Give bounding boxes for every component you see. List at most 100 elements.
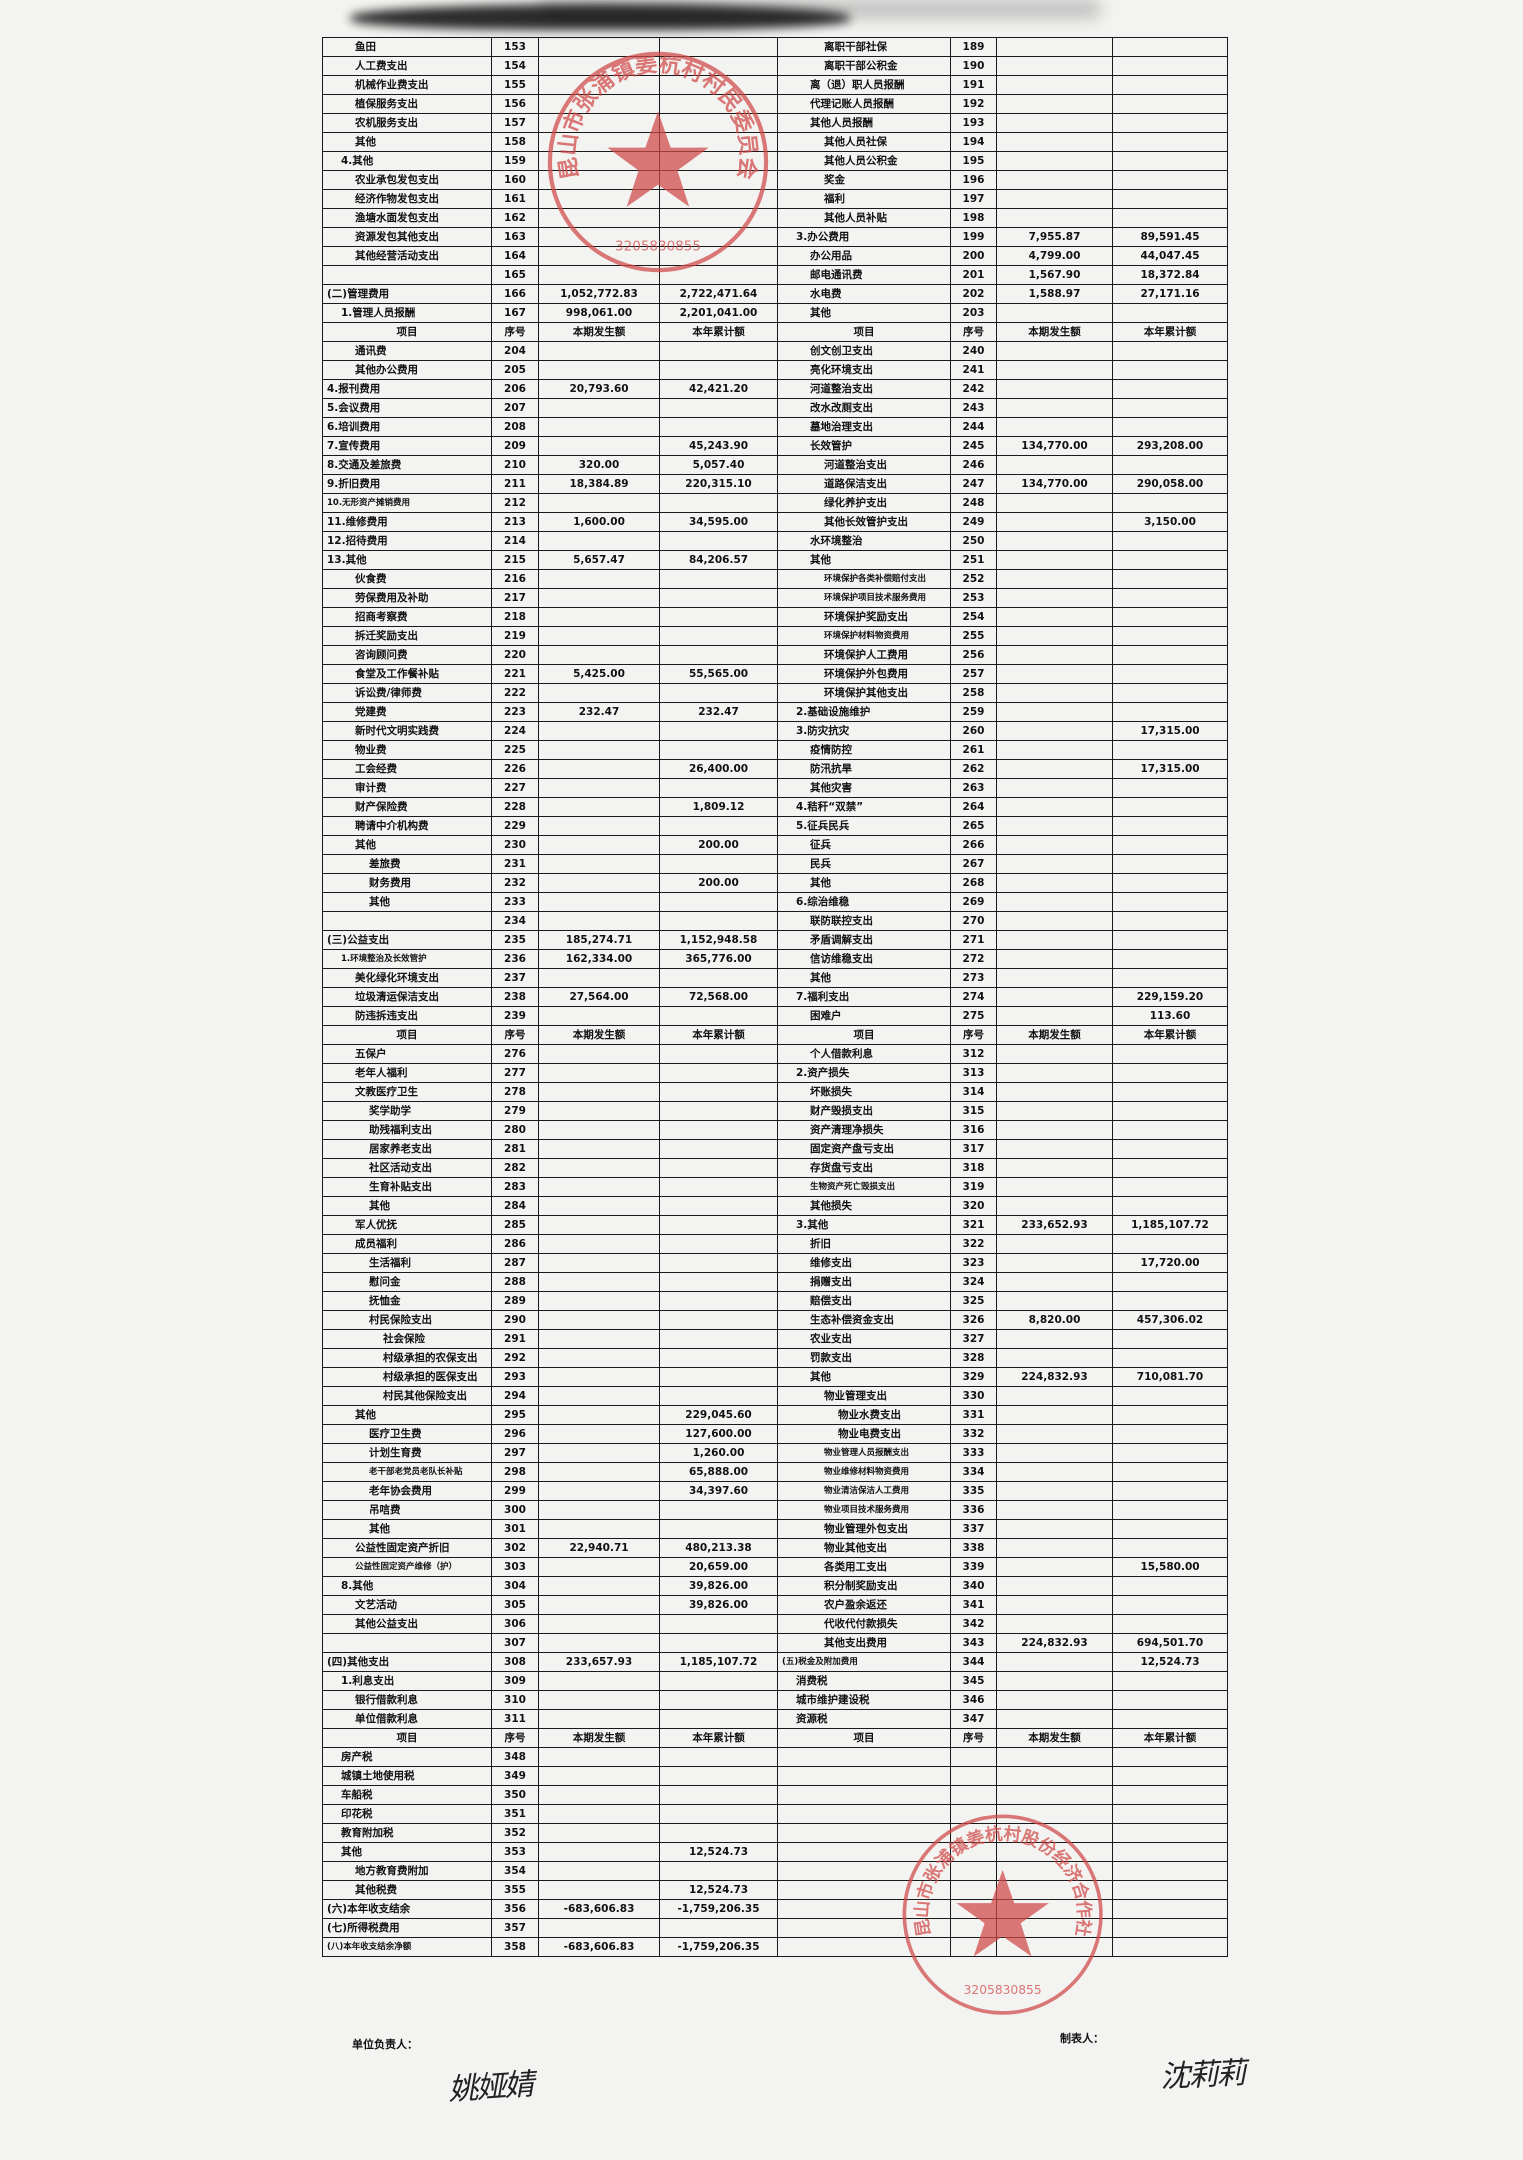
left-current-period-amount: [538, 1177, 660, 1197]
right-seq-number: 274: [950, 987, 997, 1007]
left-item-label: 社区活动支出: [322, 1158, 492, 1178]
left-year-to-date-amount: 34,595.00: [659, 512, 778, 532]
right-current-period-amount: [996, 1652, 1113, 1672]
right-current-period-amount: [996, 56, 1113, 76]
left-current-period-amount: [538, 1082, 660, 1102]
right-year-to-date-amount: [1112, 1785, 1228, 1805]
right-seq-number: 268: [950, 873, 997, 893]
right-item-label: 消费税: [777, 1671, 951, 1691]
table-row: 工会经费 226 26,400.00 防汛抗旱 262 17,315.00: [322, 759, 1228, 779]
left-year-to-date-amount: 12,524.73: [659, 1880, 778, 1900]
right-current-period-amount: 224,832.93: [996, 1367, 1113, 1387]
left-current-period-amount: [538, 1804, 660, 1824]
left-seq-number: 163: [491, 227, 539, 247]
right-current-period-amount: [996, 94, 1113, 114]
left-item-label: 其他: [322, 892, 492, 912]
left-current-period-amount: [538, 1823, 660, 1843]
right-seq-number: [950, 1766, 997, 1786]
right-item-label: 资产清理净损失: [777, 1120, 951, 1140]
left-current-period-amount: [538, 1196, 660, 1216]
left-seq-number: 223: [491, 702, 539, 722]
right-year-to-date-amount: [1112, 569, 1228, 589]
right-item-label: [777, 1861, 951, 1881]
right-seq-number: 255: [950, 626, 997, 646]
right-item-label: 各类用工支出: [777, 1557, 951, 1577]
left-year-to-date-amount: 20,659.00: [659, 1557, 778, 1577]
left-current-period-amount: [538, 132, 660, 152]
right-seq-number: 344: [950, 1652, 997, 1672]
right-year-to-date-amount: [1112, 892, 1228, 912]
right-item-label: 物业其他支出: [777, 1538, 951, 1558]
left-current-period-amount: [538, 1291, 660, 1311]
right-seq-number: 199: [950, 227, 997, 247]
right-item-label: 离职干部公积金: [777, 56, 951, 76]
right-year-to-date-amount: 3,150.00: [1112, 512, 1228, 532]
table-row: 军人优抚 285 3.其他 321 233,652.93 1,185,107.72: [322, 1215, 1228, 1235]
right-seq-number: 272: [950, 949, 997, 969]
left-current-period-amount: [538, 170, 660, 190]
right-item-label: 环境保护材料物资费用: [777, 626, 951, 646]
table-row: 差旅费 231 民兵 267: [322, 854, 1228, 874]
left-current-period-amount: [538, 797, 660, 817]
right-year-to-date-amount: 293,208.00: [1112, 436, 1228, 456]
left-seq-number: 286: [491, 1234, 539, 1254]
left-current-period-amount: [538, 436, 660, 456]
table-row: 公益性固定资产维修（护） 303 20,659.00 各类用工支出 339 15,580.…: [322, 1557, 1228, 1577]
right-year-to-date-amount: [1112, 1139, 1228, 1159]
table-row: 8.交通及差旅费 210 320.00 5,057.40 河道整治支出 246: [322, 455, 1228, 475]
right-year-to-date-amount: [1112, 1177, 1228, 1197]
left-year-to-date-amount: [659, 721, 778, 741]
right-year-to-date-amount: [1112, 1462, 1228, 1482]
column-header: 本期发生额: [996, 1025, 1113, 1045]
right-seq-number: 202: [950, 284, 997, 304]
table-row: 农业承包发包支出 160 奖金 196: [322, 170, 1228, 190]
left-year-to-date-amount: 5,057.40: [659, 455, 778, 475]
left-current-period-amount: [538, 1139, 660, 1159]
right-current-period-amount: [996, 1196, 1113, 1216]
left-year-to-date-amount: [659, 1804, 778, 1824]
right-seq-number: 201: [950, 265, 997, 285]
right-current-period-amount: [996, 1101, 1113, 1121]
right-current-period-amount: [996, 1424, 1113, 1444]
table-row: 五保户 276 个人借款利息 312: [322, 1044, 1228, 1064]
left-current-period-amount: [538, 1747, 660, 1767]
left-year-to-date-amount: [659, 151, 778, 171]
left-current-period-amount: [538, 835, 660, 855]
right-item-label: 信访维稳支出: [777, 949, 951, 969]
left-year-to-date-amount: [659, 265, 778, 285]
left-year-to-date-amount: 72,568.00: [659, 987, 778, 1007]
right-seq-number: 312: [950, 1044, 997, 1064]
left-seq-number: 296: [491, 1424, 539, 1444]
column-header: 项目: [777, 1025, 951, 1045]
left-current-period-amount: [538, 873, 660, 893]
right-seq-number: 320: [950, 1196, 997, 1216]
left-current-period-amount: [538, 227, 660, 247]
left-item-label: 9.折旧费用: [322, 474, 492, 494]
table-row: 生活福利 287 维修支出 323 17,720.00: [322, 1253, 1228, 1273]
table-row: 助残福利支出 280 资产清理净损失 316: [322, 1120, 1228, 1140]
expenditure-table: 鱼田 153 离职干部社保 189 人工费支出 154 离职干部公积金 190 机械作业费支出 1…: [322, 37, 1228, 1957]
left-current-period-amount: 162,334.00: [538, 949, 660, 969]
right-seq-number: 343: [950, 1633, 997, 1653]
left-year-to-date-amount: [659, 132, 778, 152]
left-seq-number: 210: [491, 455, 539, 475]
right-seq-number: [950, 1918, 997, 1938]
left-seq-number: 288: [491, 1272, 539, 1292]
left-seq-number: 301: [491, 1519, 539, 1539]
left-seq-number: 153: [491, 37, 539, 57]
right-year-to-date-amount: [1112, 1481, 1228, 1501]
right-seq-number: 200: [950, 246, 997, 266]
left-year-to-date-amount: [659, 1272, 778, 1292]
right-item-label: 其他: [777, 550, 951, 570]
left-year-to-date-amount: [659, 208, 778, 228]
right-item-label: 财产毁损支出: [777, 1101, 951, 1121]
left-current-period-amount: [538, 588, 660, 608]
left-year-to-date-amount: [659, 1671, 778, 1691]
right-year-to-date-amount: [1112, 303, 1228, 323]
right-seq-number: 342: [950, 1614, 997, 1634]
left-current-period-amount: [538, 740, 660, 760]
right-item-label: 防汛抗旱: [777, 759, 951, 779]
left-current-period-amount: [538, 265, 660, 285]
right-seq-number: 203: [950, 303, 997, 323]
left-seq-number: 285: [491, 1215, 539, 1235]
